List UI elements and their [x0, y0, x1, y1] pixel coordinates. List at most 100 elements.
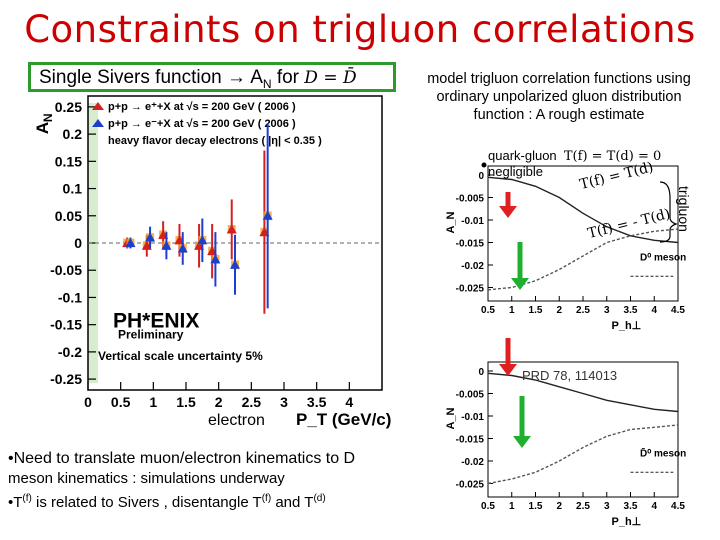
main-data-point: [262, 210, 273, 220]
main-ytick-label: 0.25: [55, 99, 82, 115]
panel1-ytick-label: -0.005: [456, 194, 485, 205]
panel1-xtick-label: 4: [651, 305, 657, 316]
xaxis-pt-label: P_T (GeV/c): [296, 410, 392, 429]
bullet-2: meson kinematics : simulations underway: [8, 470, 285, 487]
main-legend-marker: [92, 102, 104, 110]
bullet-1: •Need to translate muon/electron kinemat…: [8, 450, 356, 467]
panel2-ytick-label: 0: [478, 367, 484, 378]
bullet-3-pre: •T: [8, 494, 23, 511]
main-data-point: [230, 259, 240, 269]
panel2-ytick-label: -0.02: [461, 457, 484, 468]
panel2-xtick-label: 2: [556, 501, 562, 512]
panel1-xtick-label: 4.5: [671, 305, 685, 316]
main-ytick-label: -0.25: [50, 371, 82, 387]
panel1-xlabel: P_h⊥: [612, 320, 642, 332]
panel2-ytick-label: -0.005: [456, 390, 485, 401]
quark-note-line1: quark-gluon: [488, 148, 557, 163]
bullet-3-sup1: (f): [22, 493, 32, 504]
bullet-3-sup3: (d): [313, 493, 326, 504]
panel2-ytick-label: -0.025: [456, 480, 485, 491]
bullet-3-sup2: (f): [261, 493, 272, 504]
main-xtick-label: 4: [345, 394, 353, 410]
main-ytick-label: 0.15: [55, 153, 82, 169]
main-xtick-label: 1: [149, 394, 157, 410]
main-data-point: [210, 254, 221, 264]
panel2-xlabel: P_h⊥: [612, 516, 642, 528]
main-legend-entry: p+p → e⁻+X at √s = 200 GeV ( 2006 ): [108, 118, 296, 130]
arrow-green-1-head: [511, 278, 529, 290]
panel1-xtick-label: 1.5: [529, 305, 543, 316]
trigluon-bracket: [659, 181, 678, 243]
subtitle-sub: N: [262, 76, 272, 91]
main-xtick-label: 1.5: [176, 394, 196, 410]
panel2-xtick-label: 3: [604, 501, 610, 512]
panel1-xtick-label: 2: [556, 305, 562, 316]
phenix-preliminary: Preliminary: [118, 327, 184, 341]
panel1-xtick-label: 3.5: [624, 305, 638, 316]
main-data-point: [197, 235, 208, 245]
main-data-point: [161, 240, 172, 250]
model-note-line3: function : A rough estimate: [473, 107, 645, 123]
reference-label: PRD 78, 114013: [522, 368, 618, 383]
trigluon-label: trigluon: [676, 186, 692, 232]
main-ytick-label: 0.05: [55, 208, 82, 224]
main-ytick-label: 0: [74, 235, 82, 251]
panel2-ytick-label: -0.015: [456, 435, 485, 446]
subtitle-box: Single Sivers function → AN for D = D̄: [28, 62, 396, 92]
main-scale-note: Vertical scale uncertainty 5%: [98, 349, 263, 363]
main-ytick-label: -0.15: [50, 317, 82, 333]
main-legend-entry: heavy flavor decay electrons ( |η| < 0.3…: [108, 135, 322, 147]
panel2-xtick-label: 0.5: [481, 501, 495, 512]
bullet-list: •Need to translate muon/electron kinemat…: [8, 449, 468, 513]
quark-note-dot: [481, 162, 487, 168]
quark-note: quark-gluon T(f) = T(d) = 0 negligible: [488, 148, 661, 179]
arrow-red-2-head: [499, 364, 517, 376]
panel2-ylabel: A_N: [445, 407, 457, 429]
panel1-ylabel: A_N: [445, 211, 457, 233]
subtitle-text: Single Sivers function → A: [39, 67, 263, 88]
panel1-ytick-label: -0.01: [461, 216, 484, 227]
main-xtick-label: 2: [215, 394, 223, 410]
main-ytick-label: 0.2: [63, 126, 83, 142]
panel1-xtick-label: 0.5: [481, 305, 495, 316]
main-data-point: [226, 224, 237, 234]
subtitle-equation: D = D̄: [304, 68, 357, 88]
model-note-line1: model trigluon correlation functions usi…: [427, 71, 691, 87]
main-data-point: [177, 243, 188, 253]
model-note-line2: ordinary unpolarized gluon distribution: [436, 89, 682, 105]
panel2-legend-entry: D̄⁰ meson: [640, 447, 686, 459]
panel1-curve: [487, 176, 679, 244]
quark-note-line2: negligible: [488, 164, 543, 179]
main-xtick-label: 0: [84, 394, 92, 410]
panel2-xtick-label: 4.5: [671, 501, 685, 512]
bullet-3-mid: is related to Sivers , disentangle T: [31, 494, 262, 511]
bullet-3-and: and T: [271, 494, 314, 511]
page-title: Constraints on trigluon correlations: [24, 8, 696, 51]
panel2-curve: [487, 424, 679, 485]
panel1-legend-entry: D⁰ meson: [640, 253, 686, 264]
panel2-ytick-label: -0.01: [461, 412, 484, 423]
main-xtick-label: 3: [280, 394, 288, 410]
panel2-curve: [487, 372, 679, 413]
main-data-point: [145, 232, 156, 242]
quark-note-eq: T(f) = T(d) = 0: [563, 149, 662, 164]
main-xtick-label: 3.5: [307, 394, 327, 410]
bullet-3: •T(f) is related to Sivers , disentangle…: [8, 489, 468, 513]
main-ytick-label: -0.1: [58, 289, 82, 305]
panel1-xtick-label: 2.5: [576, 305, 590, 316]
main-ytick-label: -0.05: [50, 262, 82, 278]
arrow-green-2-head: [513, 436, 531, 448]
main-ylabel-sub: N: [41, 113, 55, 122]
panel1-ytick-label: -0.015: [456, 239, 485, 250]
panel1-ytick-label: 0: [478, 171, 484, 182]
subtitle-for: for: [271, 67, 300, 88]
arrow-red-1-head: [499, 206, 517, 218]
panel2-xtick-label: 4: [651, 501, 657, 512]
main-xtick-label: 0.5: [111, 394, 131, 410]
main-ytick-label: 0.1: [63, 181, 83, 197]
phenix-logo: PH*ENIX: [113, 309, 199, 332]
main-xtick-label: 2.5: [242, 394, 262, 410]
main-legend-marker: [92, 119, 104, 127]
panel2-xtick-label: 1.5: [529, 501, 543, 512]
